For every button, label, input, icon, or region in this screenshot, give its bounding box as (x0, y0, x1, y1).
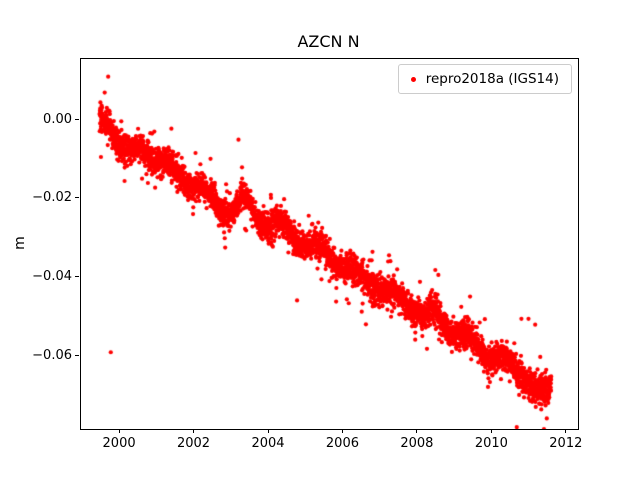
x-tick-mark (416, 429, 418, 433)
y-tick-label: −0.04 (32, 268, 72, 284)
y-tick-mark (75, 197, 79, 199)
y-tick-mark (75, 275, 79, 277)
x-tick-label: 2004 (251, 436, 285, 451)
x-tick-mark (193, 429, 195, 433)
plot-area: repro2018a (IGS14) (80, 58, 579, 430)
legend-marker-dot-icon (410, 76, 416, 82)
scatter-plot-canvas (81, 59, 578, 429)
y-tick-label: −0.06 (32, 347, 72, 363)
chart-title: AZCN N (297, 32, 360, 51)
x-tick-label: 2006 (325, 436, 359, 451)
x-tick-label: 2002 (176, 436, 211, 451)
legend-series-label: repro2018a (IGS14) (425, 71, 559, 87)
x-tick-label: 2012 (549, 436, 583, 451)
y-tick-mark (75, 354, 79, 356)
y-tick-label: 0.00 (43, 111, 72, 127)
x-tick-label: 2000 (102, 436, 136, 451)
x-tick-mark (118, 429, 120, 433)
legend: repro2018a (IGS14) (397, 64, 572, 94)
x-tick-mark (490, 429, 492, 433)
y-tick-mark (75, 118, 79, 120)
x-tick-mark (267, 429, 269, 433)
x-tick-label: 2010 (474, 436, 508, 451)
x-tick-mark (341, 429, 343, 433)
y-axis-label: m (12, 236, 28, 250)
y-tick-label: −0.02 (32, 190, 72, 206)
x-tick-mark (565, 429, 567, 433)
x-tick-label: 2008 (400, 436, 434, 451)
